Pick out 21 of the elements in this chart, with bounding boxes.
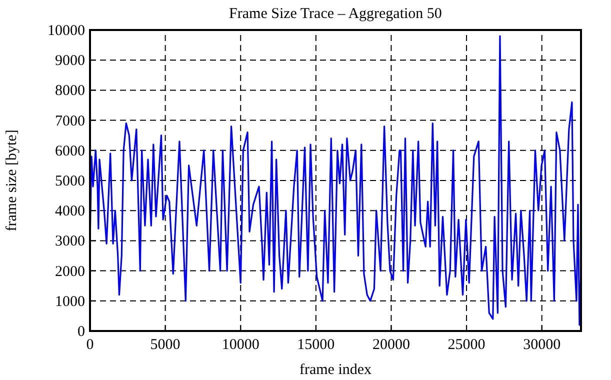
x-tick-label: 5000 <box>150 337 180 353</box>
y-tick-label: 0 <box>78 324 85 340</box>
y-tick-label: 6000 <box>55 143 85 160</box>
chart-title: Frame Size Trace – Aggregation 50 <box>229 6 442 22</box>
line-series <box>89 35 582 326</box>
y-tick-label: 10000 <box>48 23 85 39</box>
y-tick-label: 5000 <box>55 174 85 190</box>
y-tick-label: 8000 <box>55 83 85 100</box>
y-tick-label: 1000 <box>55 294 85 310</box>
x-tick-label: 20000 <box>372 337 410 353</box>
x-tick-label: 25000 <box>448 337 486 353</box>
y-tick-label: 2000 <box>55 264 85 280</box>
y-tick-label: 3000 <box>55 234 85 250</box>
y-tick-label: 4000 <box>55 204 85 220</box>
y-axis-title: frame size [byte] <box>4 130 20 232</box>
x-tick-label: 30000 <box>523 337 561 353</box>
y-tick-label: 9000 <box>55 53 85 70</box>
x-tick-label: 15000 <box>297 337 335 353</box>
x-tick-label: 10000 <box>222 337 260 353</box>
y-tick-label: 7000 <box>55 113 85 130</box>
x-axis-title: frame index <box>299 362 372 378</box>
